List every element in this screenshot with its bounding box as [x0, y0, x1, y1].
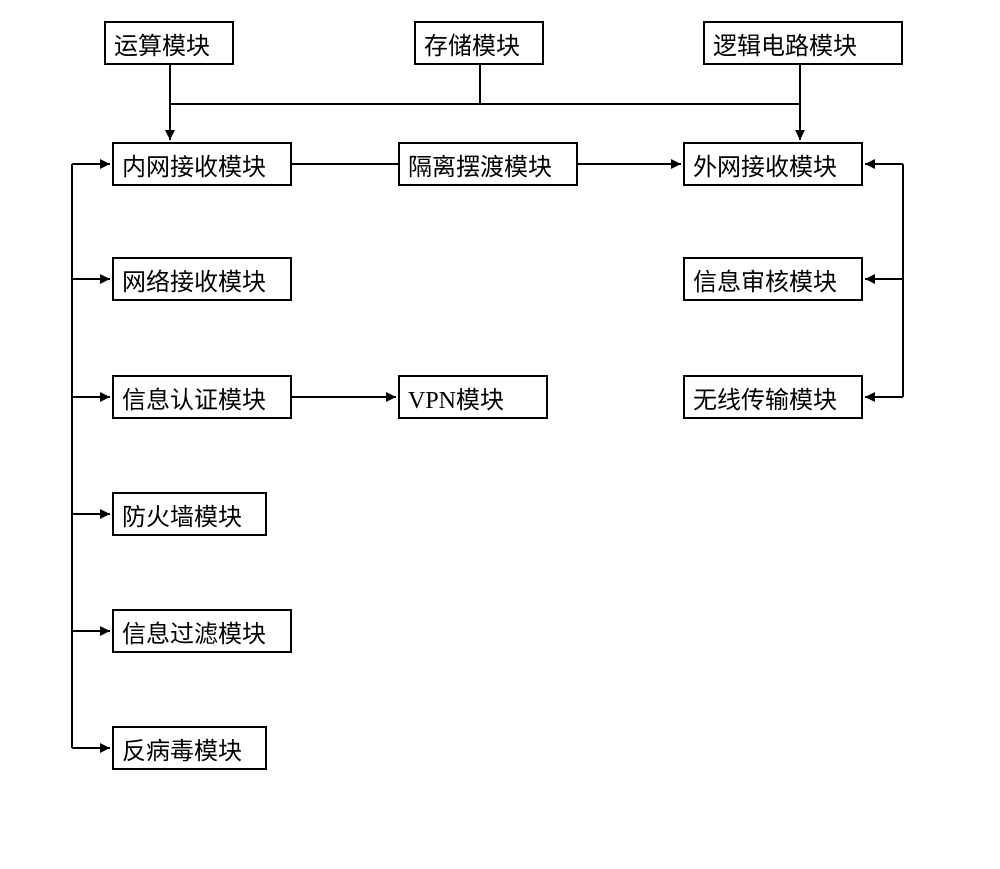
node-logic: 逻辑电路模块 [703, 21, 903, 65]
node-label: 信息审核模块 [693, 262, 837, 297]
node-label: 信息认证模块 [122, 380, 266, 415]
node-vpn: VPN模块 [398, 375, 548, 419]
node-label: 防火墙模块 [122, 497, 242, 532]
node-firewall: 防火墙模块 [112, 492, 267, 536]
node-info-filt: 信息过滤模块 [112, 609, 292, 653]
node-label: 存储模块 [424, 26, 520, 61]
node-label: 网络接收模块 [122, 262, 266, 297]
node-extra-rx: 外网接收模块 [683, 142, 863, 186]
node-label: 外网接收模块 [693, 147, 837, 182]
node-compute: 运算模块 [104, 21, 234, 65]
node-isolate: 隔离摆渡模块 [398, 142, 578, 186]
flowchart-container: 运算模块 存储模块 逻辑电路模块 内网接收模块 隔离摆渡模块 外网接收模块 网络… [0, 0, 1000, 869]
node-label: 信息过滤模块 [122, 614, 266, 649]
node-label: 隔离摆渡模块 [408, 147, 552, 182]
node-net-rx: 网络接收模块 [112, 257, 292, 301]
node-label: 逻辑电路模块 [713, 26, 857, 61]
node-info-auth: 信息认证模块 [112, 375, 292, 419]
node-label: 内网接收模块 [122, 147, 266, 182]
node-label: 无线传输模块 [693, 380, 837, 415]
node-intra-rx: 内网接收模块 [112, 142, 292, 186]
node-wireless: 无线传输模块 [683, 375, 863, 419]
node-storage: 存储模块 [414, 21, 544, 65]
node-antivirus: 反病毒模块 [112, 726, 267, 770]
node-info-audit: 信息审核模块 [683, 257, 863, 301]
node-label: VPN模块 [408, 380, 504, 415]
node-label: 反病毒模块 [122, 731, 242, 766]
node-label: 运算模块 [114, 26, 210, 61]
